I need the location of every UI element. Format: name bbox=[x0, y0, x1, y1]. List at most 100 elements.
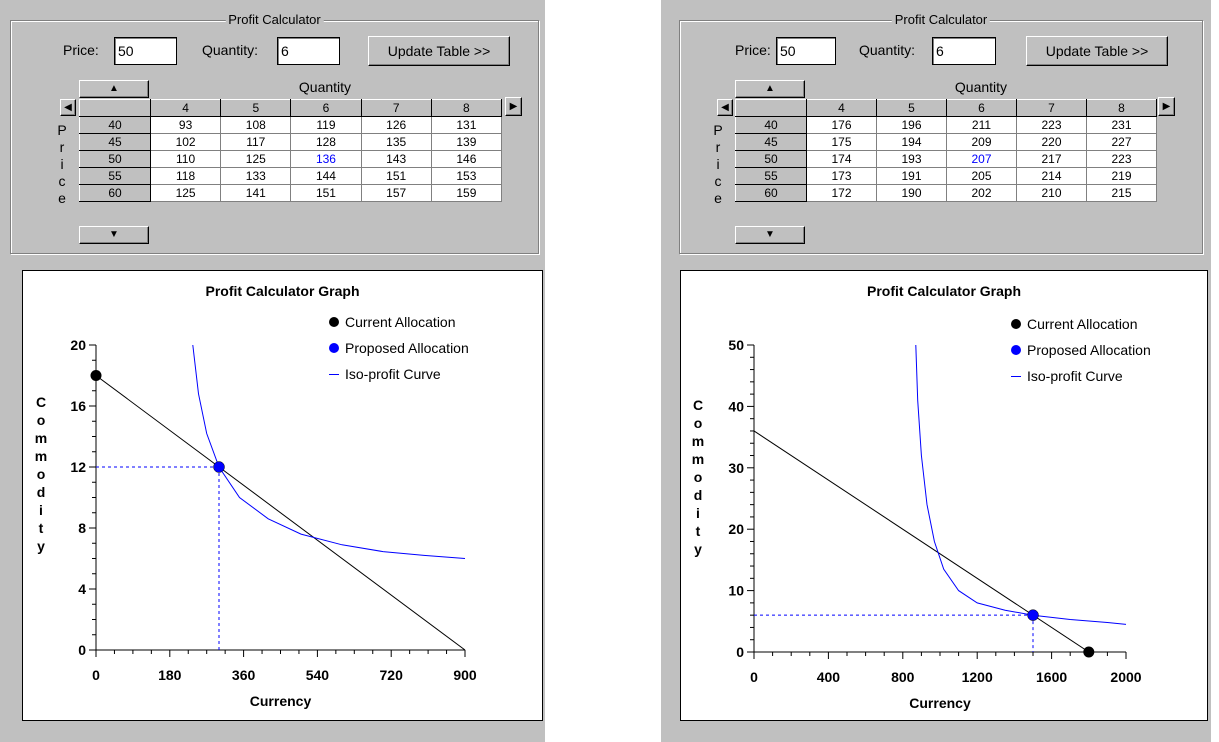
table-cell[interactable]: 133 bbox=[220, 167, 292, 185]
table-cell[interactable]: 193 bbox=[876, 150, 947, 168]
table-cell[interactable]: 215 bbox=[1086, 184, 1157, 202]
table-cell[interactable]: 131 bbox=[430, 116, 503, 134]
y-axis-label-letter: t bbox=[39, 520, 44, 536]
price-letter: P bbox=[713, 122, 723, 138]
table-cell[interactable]: 157 bbox=[360, 184, 432, 202]
scroll-right-button[interactable]: ▶ bbox=[505, 97, 522, 116]
table-cell[interactable]: 231 bbox=[1086, 116, 1157, 134]
price-input[interactable]: 50 bbox=[114, 37, 177, 65]
column-header[interactable]: 8 bbox=[430, 99, 503, 117]
column-header[interactable]: 5 bbox=[876, 99, 947, 117]
table-cell[interactable]: 93 bbox=[149, 116, 222, 134]
table-cell[interactable]: 220 bbox=[1016, 133, 1087, 151]
table-cell[interactable]: 173 bbox=[806, 167, 877, 185]
table-cell[interactable]: 119 bbox=[290, 116, 362, 134]
table-cell[interactable]: 139 bbox=[430, 133, 503, 151]
table-cell[interactable]: 118 bbox=[149, 167, 222, 185]
table-cell[interactable]: 125 bbox=[149, 184, 222, 202]
row-header[interactable]: 45 bbox=[79, 133, 151, 151]
table-cell[interactable]: 153 bbox=[430, 167, 503, 185]
column-header[interactable]: 4 bbox=[806, 99, 877, 117]
table-cell[interactable]: 175 bbox=[806, 133, 877, 151]
table-cell[interactable]: 214 bbox=[1016, 167, 1087, 185]
table-cell[interactable]: 151 bbox=[290, 184, 362, 202]
selected-table-cell[interactable]: 136 bbox=[290, 150, 362, 168]
scroll-up-button[interactable]: ▲ bbox=[79, 80, 149, 98]
table-cell[interactable]: 217 bbox=[1016, 150, 1087, 168]
selected-table-cell[interactable]: 207 bbox=[946, 150, 1017, 168]
scroll-left-button[interactable]: ◀ bbox=[717, 99, 733, 116]
column-header[interactable]: 4 bbox=[149, 99, 222, 117]
row-header[interactable]: 60 bbox=[735, 184, 807, 202]
scroll-right-button[interactable]: ▶ bbox=[1158, 97, 1175, 116]
price-input[interactable]: 50 bbox=[776, 37, 836, 65]
table-cell[interactable]: 117 bbox=[220, 133, 292, 151]
update-table-button[interactable]: Update Table >> bbox=[1026, 36, 1168, 66]
table-cell[interactable]: 191 bbox=[876, 167, 947, 185]
table-cell[interactable]: 146 bbox=[430, 150, 503, 168]
column-header[interactable]: 5 bbox=[220, 99, 292, 117]
column-header[interactable]: 6 bbox=[290, 99, 362, 117]
table-cell[interactable]: 202 bbox=[946, 184, 1017, 202]
table-cell[interactable]: 102 bbox=[149, 133, 222, 151]
row-header[interactable]: 50 bbox=[735, 150, 807, 168]
scroll-down-button[interactable]: ▼ bbox=[79, 226, 149, 244]
black-dot-icon bbox=[1011, 319, 1021, 329]
table-cell[interactable]: 190 bbox=[876, 184, 947, 202]
y-axis-label-letter: m bbox=[35, 448, 47, 464]
table-cell[interactable]: 108 bbox=[220, 116, 292, 134]
price-letter: c bbox=[714, 173, 722, 189]
column-header[interactable]: 7 bbox=[360, 99, 432, 117]
table-cell[interactable]: 143 bbox=[360, 150, 432, 168]
table-cell[interactable]: 223 bbox=[1016, 116, 1087, 134]
row-header[interactable]: 55 bbox=[79, 167, 151, 185]
column-header[interactable]: 7 bbox=[1016, 99, 1087, 117]
table-cell[interactable]: 110 bbox=[149, 150, 222, 168]
scroll-down-button[interactable]: ▼ bbox=[735, 226, 805, 244]
table-cell[interactable]: 126 bbox=[360, 116, 432, 134]
table-cell[interactable]: 211 bbox=[946, 116, 1017, 134]
table-cell[interactable]: 144 bbox=[290, 167, 362, 185]
budget-line bbox=[753, 430, 1090, 653]
table-cell[interactable]: 196 bbox=[876, 116, 947, 134]
table-cell[interactable]: 135 bbox=[360, 133, 432, 151]
row-header[interactable]: 40 bbox=[735, 116, 807, 134]
quantity-input[interactable]: 6 bbox=[277, 37, 340, 65]
table-cell[interactable]: 227 bbox=[1086, 133, 1157, 151]
legend-curve: Iso-profit Curve bbox=[1011, 363, 1151, 389]
table-cell[interactable]: 125 bbox=[220, 150, 292, 168]
price-label: Price: bbox=[63, 42, 99, 58]
table-cell[interactable]: 223 bbox=[1086, 150, 1157, 168]
table-cell[interactable]: 210 bbox=[1016, 184, 1087, 202]
table-cell[interactable]: 159 bbox=[430, 184, 503, 202]
scroll-up-button[interactable]: ▲ bbox=[735, 80, 805, 98]
arrow-down-icon: ▼ bbox=[765, 229, 775, 240]
table-cell[interactable]: 151 bbox=[360, 167, 432, 185]
column-header-row: 4 5 6 7 8 bbox=[79, 99, 503, 117]
quantity-input[interactable]: 6 bbox=[932, 37, 996, 65]
row-header[interactable]: 45 bbox=[735, 133, 807, 151]
table-cell[interactable]: 205 bbox=[946, 167, 1017, 185]
table-cell[interactable]: 176 bbox=[806, 116, 877, 134]
row-header[interactable]: 55 bbox=[735, 167, 807, 185]
table-cell[interactable]: 141 bbox=[220, 184, 292, 202]
y-tick-label: 0 bbox=[736, 644, 744, 660]
row-header[interactable]: 50 bbox=[79, 150, 151, 168]
x-tick-label: 1600 bbox=[1036, 669, 1067, 685]
line-icon bbox=[329, 373, 339, 375]
row-header[interactable]: 60 bbox=[79, 184, 151, 202]
table-cell[interactable]: 174 bbox=[806, 150, 877, 168]
scroll-left-button[interactable]: ◀ bbox=[60, 99, 76, 116]
table-cell[interactable]: 219 bbox=[1086, 167, 1157, 185]
table-cell[interactable]: 209 bbox=[946, 133, 1017, 151]
profit-graph: Profit Calculator Graph Current Allocati… bbox=[22, 270, 543, 721]
update-table-button[interactable]: Update Table >> bbox=[368, 36, 510, 66]
row-header[interactable]: 40 bbox=[79, 116, 151, 134]
corner-cell bbox=[79, 99, 151, 117]
table-cell[interactable]: 172 bbox=[806, 184, 877, 202]
table-cell[interactable]: 128 bbox=[290, 133, 362, 151]
column-header[interactable]: 8 bbox=[1086, 99, 1157, 117]
column-header[interactable]: 6 bbox=[946, 99, 1017, 117]
table-cell[interactable]: 194 bbox=[876, 133, 947, 151]
current-allocation-point bbox=[1083, 646, 1095, 658]
